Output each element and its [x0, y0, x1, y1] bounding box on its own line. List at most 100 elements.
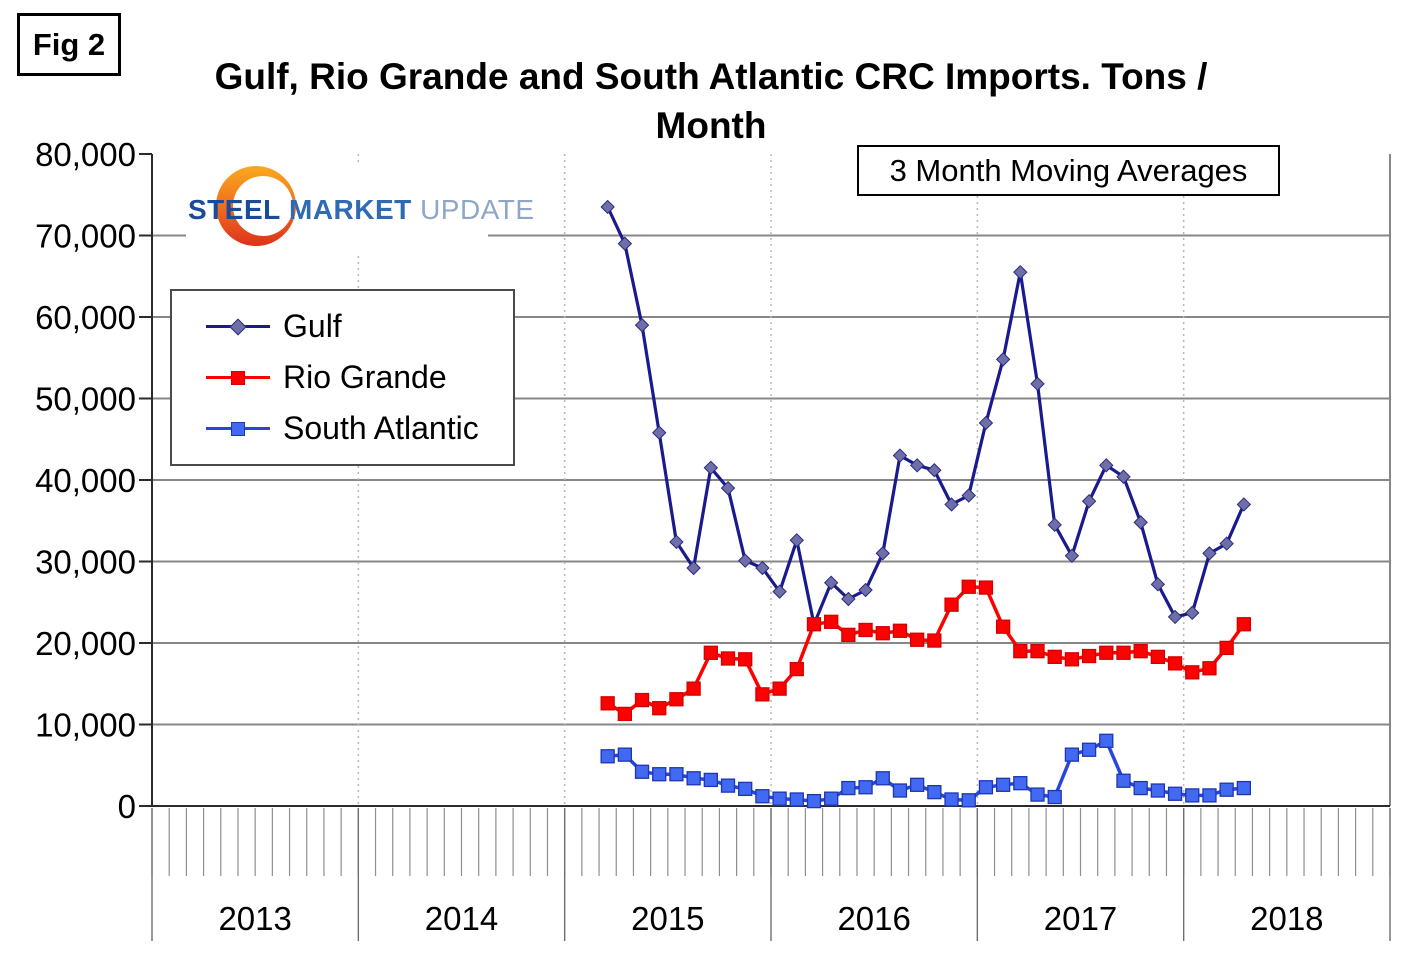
- data-point-square: [910, 777, 925, 792]
- data-point-square: [1133, 644, 1148, 659]
- axes: [139, 153, 1390, 807]
- legend-item-rio-grande: Rio Grande: [206, 359, 513, 396]
- data-point-diamond: [1202, 546, 1217, 561]
- logo-word-steel: STEEL: [188, 194, 281, 225]
- data-point-square: [961, 793, 976, 808]
- logo-word-market: MARKET: [289, 194, 412, 225]
- data-point-diamond: [892, 448, 908, 463]
- series-south-atlantic: [600, 733, 1251, 809]
- data-point-square: [1236, 617, 1251, 632]
- x-axis-labels: 2013 2014 2015 2016 2017 2018: [151, 808, 1391, 941]
- year-gridlines: [357, 154, 1391, 806]
- data-point-diamond: [1013, 264, 1028, 280]
- data-point-diamond: [978, 415, 994, 431]
- data-point-square: [772, 791, 787, 806]
- data-point-square: [1167, 656, 1183, 671]
- data-point-square: [1167, 786, 1183, 801]
- data-point-diamond: [875, 546, 890, 561]
- data-point-square: [772, 681, 787, 696]
- legend-item-gulf: Gulf: [206, 308, 513, 345]
- y-tick-label: 10,000: [35, 707, 136, 744]
- data-point-diamond: [858, 582, 873, 598]
- logo-crescent-icon: [216, 166, 296, 246]
- data-point-square: [892, 623, 908, 638]
- legend-swatch-gulf: [206, 318, 270, 335]
- y-tick-label: 30,000: [35, 544, 136, 581]
- legend: Gulf Rio Grande South Atlantic: [170, 289, 515, 466]
- data-point-square: [1030, 787, 1045, 802]
- data-point-square: [961, 579, 976, 594]
- data-point-diamond: [686, 560, 701, 576]
- y-tick-label: 60,000: [35, 299, 136, 336]
- data-point-square: [1236, 780, 1251, 796]
- data-point-square: [720, 651, 736, 666]
- data-point-diamond: [652, 425, 667, 440]
- square-marker-icon: [231, 421, 245, 436]
- data-point-square: [1219, 782, 1234, 797]
- data-point-square: [1185, 788, 1200, 803]
- data-point-square: [617, 747, 632, 762]
- data-point-square: [738, 781, 753, 797]
- data-point-square: [1047, 789, 1062, 805]
- legend-item-south-atlantic: South Atlantic: [206, 410, 513, 447]
- y-tick-label: 20,000: [35, 625, 136, 662]
- year-label: 2014: [425, 900, 498, 937]
- data-point-diamond: [823, 575, 839, 590]
- legend-label-gulf: Gulf: [283, 308, 342, 344]
- fig-label: Fig 2: [32, 26, 106, 62]
- data-point-diamond: [772, 584, 787, 599]
- data-point-square: [617, 706, 632, 722]
- data-point-square: [652, 701, 667, 716]
- data-point-square: [738, 652, 753, 667]
- y-tick-label: 40,000: [35, 462, 136, 499]
- data-point-square: [1099, 645, 1114, 660]
- data-point-square: [686, 771, 701, 786]
- legend-label-south-atlantic: South Atlantic: [283, 410, 479, 446]
- data-point-square: [1133, 780, 1148, 796]
- data-point-square: [1064, 652, 1080, 667]
- data-point-square: [1081, 648, 1097, 664]
- data-point-diamond: [1185, 605, 1200, 621]
- annotation-box: 3 Month Moving Averages: [857, 145, 1280, 196]
- data-point-square: [892, 783, 908, 798]
- year-label: 2016: [837, 900, 910, 937]
- data-point-square: [686, 681, 701, 696]
- data-point-square: [755, 687, 770, 702]
- y-tick-label: 70,000: [35, 218, 136, 255]
- data-point-square: [652, 767, 667, 782]
- y-axis-labels: 80,000 70,000 60,000 50,000 40,000 30,000 20,0…: [35, 136, 136, 825]
- data-point-diamond: [1219, 536, 1234, 551]
- data-point-square: [634, 692, 650, 708]
- data-point-diamond: [738, 553, 753, 568]
- logo-word-update: UPDATE: [420, 194, 535, 225]
- chart-title-line1: Gulf, Rio Grande and South Atlantic CRC …: [214, 56, 1208, 97]
- data-point-diamond: [703, 460, 719, 475]
- data-point-square: [1013, 776, 1028, 791]
- year-label: 2013: [218, 900, 291, 937]
- data-point-square: [1116, 645, 1131, 660]
- data-point-square: [1202, 661, 1217, 676]
- data-point-square: [978, 580, 994, 595]
- year-label: 2015: [631, 900, 704, 937]
- data-point-square: [1064, 747, 1080, 762]
- data-point-square: [806, 617, 822, 632]
- data-point-square: [703, 645, 718, 660]
- smu-logo: STEEL MARKET UPDATE: [186, 164, 534, 256]
- data-point-square: [1150, 783, 1166, 798]
- year-label: 2017: [1044, 900, 1117, 937]
- data-point-square: [995, 619, 1011, 634]
- chart-title: Gulf, Rio Grande and South Atlantic CRC …: [0, 52, 1422, 150]
- data-point-square: [720, 778, 736, 793]
- data-point-diamond: [1047, 517, 1062, 533]
- data-point-square: [927, 633, 942, 648]
- data-point-square: [824, 791, 839, 806]
- data-point-square: [789, 792, 804, 807]
- data-point-diamond: [1081, 493, 1097, 509]
- data-point-diamond: [600, 199, 615, 215]
- fig-label-box: Fig 2: [17, 13, 121, 76]
- data-point-diamond: [1116, 469, 1131, 484]
- data-point-square: [1047, 649, 1062, 665]
- data-point-diamond: [1236, 497, 1252, 512]
- data-point-square: [669, 692, 684, 707]
